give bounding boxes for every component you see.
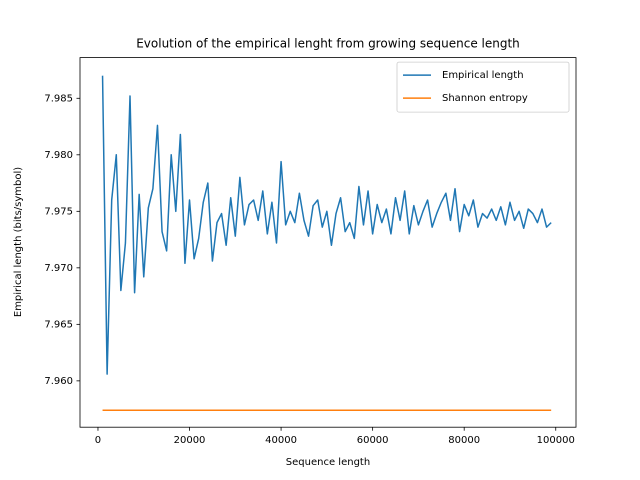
chart-title: Evolution of the empirical lenght from g… xyxy=(136,37,520,51)
y-tick-label: 7.960 xyxy=(44,376,73,387)
y-tick-label: 7.965 xyxy=(44,319,73,330)
x-tick-label: 40000 xyxy=(265,435,297,446)
legend-label: Shannon entropy xyxy=(442,93,528,104)
x-tick-label: 100000 xyxy=(537,435,575,446)
legend-box xyxy=(396,61,570,113)
x-axis-label: Sequence length xyxy=(286,457,370,468)
x-tick-label: 80000 xyxy=(448,435,480,446)
x-tick-label: 60000 xyxy=(357,435,389,446)
x-tick-label: 0 xyxy=(95,435,101,446)
y-tick-label: 7.975 xyxy=(44,206,73,217)
legend-label: Empirical length xyxy=(442,70,524,81)
y-tick-label: 7.970 xyxy=(44,263,73,274)
y-tick-label: 7.980 xyxy=(44,150,73,161)
x-tick-label: 20000 xyxy=(174,435,206,446)
y-tick-label: 7.985 xyxy=(44,93,73,104)
y-axis-label: Empirical length (bits/symbol) xyxy=(13,167,24,317)
axes-frame xyxy=(79,57,577,428)
data-line xyxy=(101,75,552,375)
